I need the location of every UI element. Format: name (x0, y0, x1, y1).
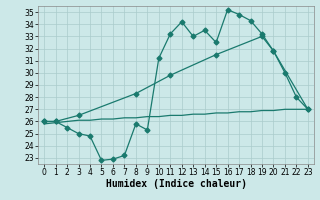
X-axis label: Humidex (Indice chaleur): Humidex (Indice chaleur) (106, 179, 246, 189)
